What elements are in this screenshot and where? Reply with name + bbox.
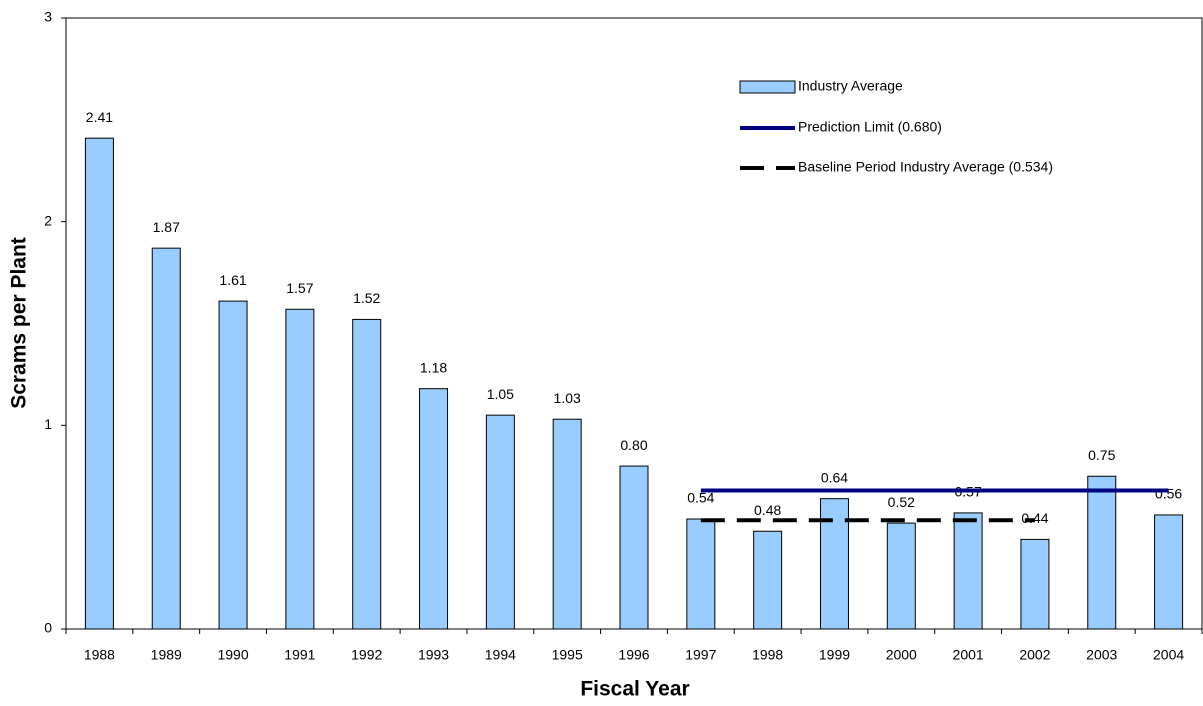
legend-label: Prediction Limit (0.680): [798, 119, 942, 135]
legend-label: Baseline Period Industry Average (0.534): [798, 159, 1053, 175]
bar: [84, 137, 114, 630]
x-tick-label: 1994: [485, 647, 516, 663]
data-label: 0.75: [1088, 447, 1115, 463]
data-label: 1.18: [420, 359, 447, 375]
data-label: 2.41: [86, 109, 113, 125]
bar: [419, 388, 449, 630]
bar: [1020, 538, 1050, 630]
bar: [886, 522, 916, 630]
data-label: 1.57: [286, 280, 313, 296]
bar: [485, 414, 515, 630]
bar: [619, 465, 649, 630]
data-label: 1.87: [153, 219, 180, 235]
bar: [1154, 514, 1184, 630]
x-tick-label: 2002: [1019, 647, 1050, 663]
data-label: 0.44: [1021, 510, 1048, 526]
bar: [819, 498, 849, 630]
bar: [552, 418, 582, 630]
x-tick-label: 1988: [84, 647, 115, 663]
y-tick-label: 1: [44, 416, 52, 432]
x-tick-label: 1997: [685, 647, 716, 663]
bar: [1087, 475, 1117, 630]
x-tick-label: 1989: [151, 647, 182, 663]
y-tick-label: 2: [44, 212, 52, 228]
data-label: 0.56: [1155, 486, 1182, 502]
x-tick-label: 2001: [953, 647, 984, 663]
data-label: 1.52: [353, 290, 380, 306]
x-tick-label: 1992: [351, 647, 382, 663]
y-axis-title: Scrams per Plant: [8, 237, 31, 409]
data-label: 0.54: [687, 490, 714, 506]
legend-swatch: [739, 80, 796, 94]
x-tick-label: 2004: [1153, 647, 1184, 663]
x-tick-label: 1995: [552, 647, 583, 663]
bar: [285, 308, 315, 630]
x-tick-label: 2003: [1086, 647, 1117, 663]
x-tick-label: 1990: [217, 647, 248, 663]
y-tick-label: 3: [44, 9, 52, 25]
x-tick-label: 1996: [618, 647, 649, 663]
x-tick-label: 1991: [284, 647, 315, 663]
bar: [753, 530, 783, 630]
y-tick-label: 0: [44, 620, 52, 636]
bar: [352, 318, 382, 630]
legend-label: Industry Average: [798, 78, 903, 94]
x-tick-label: 1998: [752, 647, 783, 663]
bar: [686, 518, 716, 630]
bar: [953, 512, 983, 630]
data-label: 1.05: [487, 386, 514, 402]
data-label: 1.61: [219, 272, 246, 288]
data-label: 1.03: [554, 390, 581, 406]
x-axis-title: Fiscal Year: [580, 678, 689, 701]
bar: [218, 300, 248, 630]
data-label: 0.64: [821, 469, 848, 485]
data-label: 0.80: [620, 437, 647, 453]
x-tick-label: 1993: [418, 647, 449, 663]
x-tick-label: 1999: [819, 647, 850, 663]
x-tick-label: 2000: [886, 647, 917, 663]
data-label: 0.48: [754, 502, 781, 518]
bar: [151, 247, 181, 630]
data-label: 0.52: [888, 494, 915, 510]
